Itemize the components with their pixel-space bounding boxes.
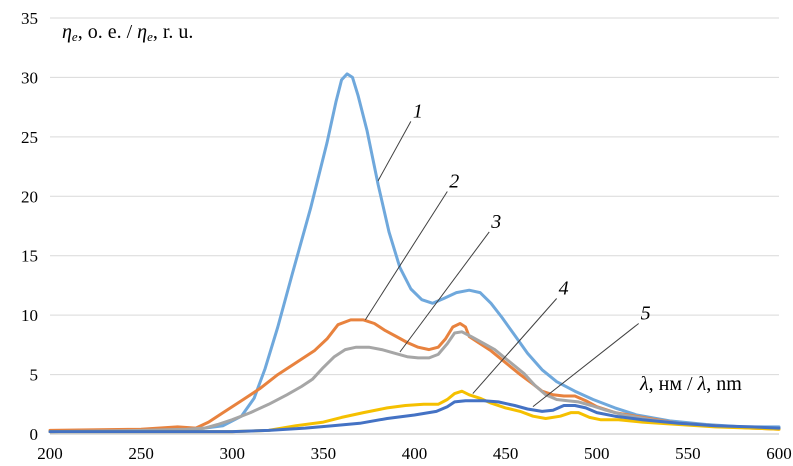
x-tick-500: 500 xyxy=(584,444,610,463)
callout-line-3 xyxy=(399,231,490,353)
y-tick-35: 35 xyxy=(21,9,38,28)
x-tick-350: 350 xyxy=(311,444,337,463)
y-tick-labels: 0 5 10 15 20 25 30 35 xyxy=(21,9,38,444)
x-tick-600: 600 xyxy=(766,444,792,463)
series-line-5 xyxy=(48,399,781,434)
x-tick-300: 300 xyxy=(220,444,246,463)
y-tick-20: 20 xyxy=(21,187,38,206)
callout-label-3: 3 xyxy=(490,211,501,233)
x-tick-200: 200 xyxy=(37,444,63,463)
y-tick-5: 5 xyxy=(30,366,39,385)
callout-line-4 xyxy=(472,298,558,394)
callout-line-1 xyxy=(377,121,412,182)
callout-label-2: 2 xyxy=(449,171,459,193)
y-axis-label: ηe, о. е. / ηe, r. u. xyxy=(62,21,193,44)
gridlines xyxy=(50,17,779,376)
callout-line-2 xyxy=(364,191,448,321)
series-line-2 xyxy=(48,318,781,432)
x-tick-250: 250 xyxy=(128,444,154,463)
callout-label-1: 1 xyxy=(413,100,423,122)
x-tick-400: 400 xyxy=(402,444,428,463)
callout-label-5: 5 xyxy=(641,302,651,324)
x-tick-labels: 200 250 300 350 400 450 500 550 600 xyxy=(37,444,792,463)
y-tick-30: 30 xyxy=(21,68,38,87)
series-callouts: 1 2 3 4 5 xyxy=(364,100,651,408)
series-line-1 xyxy=(48,72,781,434)
x-tick-450: 450 xyxy=(493,444,519,463)
callout-label-4: 4 xyxy=(559,278,569,300)
x-axis-label: λ, нм / λ, nm xyxy=(639,373,742,395)
series-line-3 xyxy=(48,330,781,434)
callout-line-5 xyxy=(532,323,639,408)
y-tick-10: 10 xyxy=(21,306,38,325)
series-line-4 xyxy=(48,389,781,434)
y-tick-0: 0 xyxy=(30,425,39,444)
series-lines xyxy=(48,72,781,434)
y-tick-15: 15 xyxy=(21,247,38,266)
x-tick-550: 550 xyxy=(675,444,701,463)
y-tick-25: 25 xyxy=(21,128,38,147)
